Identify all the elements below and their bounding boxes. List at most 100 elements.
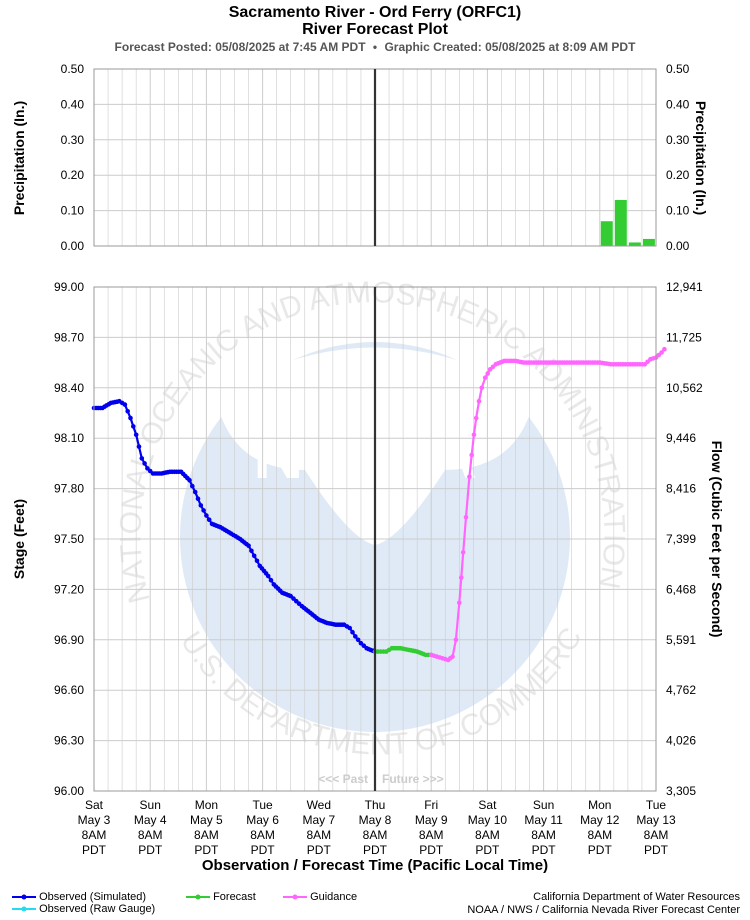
x-tick-date: May 6 [246,813,279,827]
flow-ytick: 11,725 [666,330,702,344]
x-tick-day: Fri [424,798,438,812]
x-tick-date: May 3 [78,813,111,827]
forecast-posted: Forecast Posted: 05/08/2025 at 7:45 AM P… [114,40,366,54]
precip-ytick-right: 0.10 [666,204,690,218]
x-tick-time: 8AM [531,828,556,842]
x-tick-day: Sat [478,798,497,812]
precip-ytick-right: 0.20 [666,168,690,182]
guidance-series-point [479,385,485,391]
stage-ytick: 96.90 [54,633,84,647]
guidance-series-point [485,371,491,376]
precip-ytick-left: 0.20 [61,168,85,182]
posted-info: Forecast Posted: 05/08/2025 at 7:45 AM P… [0,40,750,54]
x-tick-tz: PDT [532,843,557,857]
x-tick-day: Sat [85,798,104,812]
stage-ytick: 98.70 [54,330,84,344]
stage-ytick: 96.00 [54,784,84,798]
x-tick-time: 8AM [138,828,163,842]
noaa-watermark: NOAA NATIONAL OCEANIC AND ATMOSPHERIC AD… [0,0,631,761]
legend-guidance-swatch [283,894,307,900]
x-tick-tz: PDT [307,843,332,857]
observed-series-point [355,637,361,643]
x-tick-date: May 10 [468,813,508,827]
x-tick-day: Thu [365,798,386,812]
legend-observed-simulated-swatch [12,894,36,900]
guidance-series-point [460,550,466,555]
precip-ytick-left: 0.10 [61,204,85,218]
x-tick-tz: PDT [82,843,107,857]
x-tick-tz: PDT [475,843,500,857]
precip-ylabel-left: Precipitation (In.) [11,101,27,215]
x-axis-label: Observation / Forecast Time (Pacific Loc… [202,857,548,874]
precip-ylabel-right: Precipitation (In.) [693,101,709,215]
precip-bar [628,242,641,246]
observed-series-point [353,634,358,639]
watermark-logo-text: NOAA [253,415,483,493]
stage-series [91,346,667,663]
x-tick-time: 8AM [250,828,275,842]
stage-ytick: 97.20 [54,582,84,596]
x-tick-day: Sun [533,798,554,812]
x-tick-time: 8AM [82,828,107,842]
observed-series-point [125,409,130,414]
x-tick-time: 8AM [419,828,444,842]
legend-forecast-swatch [186,894,210,900]
observed-series-point [254,558,260,564]
flow-ytick: 10,562 [666,381,703,395]
observed-series-point [133,432,139,438]
guidance-series-point [450,654,455,659]
axis-labels: 0.00 0.00 0.10 0.10 0.20 0.20 0.30 0.30 0.40 0.40… [54,62,703,857]
x-tick-tz: PDT [644,843,669,857]
x-tick-day: Mon [588,798,611,812]
guidance-series-point [453,637,459,643]
x-tick-time: 8AM [306,828,331,842]
observed-series-point [198,503,204,508]
x-tick-date: May 4 [134,813,167,827]
observed-series-point [249,548,254,554]
stage-ytick: 97.80 [54,482,84,496]
stage-ytick: 98.10 [54,431,84,445]
guidance-series-point [473,415,479,421]
x-tick-tz: PDT [419,843,444,857]
guidance-series-point [659,350,664,355]
x-tick-day: Tue [646,798,667,812]
guidance-series-point [457,600,462,606]
x-tick-date: May 12 [580,813,620,827]
legend-observed-raw-label: Observed (Raw Gauge) [39,903,156,915]
stage-ytick: 97.50 [54,532,84,546]
x-tick-time: 8AM [644,828,669,842]
legend-forecast-label: Forecast [213,891,256,903]
precip-ytick-right: 0.40 [666,97,690,111]
guidance-series-point [662,346,667,352]
stage-ytick: 99.00 [54,280,84,294]
legend-observed-simulated: Observed (Simulated) [12,891,146,903]
x-tick-time: 8AM [194,828,219,842]
flow-ylabel: Flow (Cubic Feet per Second) [709,441,725,638]
observed-series-point [192,489,198,495]
precip-ytick-right: 0.30 [666,133,690,147]
observed-series-point [128,415,133,421]
flow-ytick: 6,468 [666,582,696,596]
x-tick-date: May 9 [415,813,448,827]
past-label: <<< Past [318,772,368,786]
observed-series-point [195,496,201,502]
x-tick-date: May 5 [190,813,223,827]
observed-series-point [142,461,147,466]
observed-series-point [187,477,192,483]
observed-series-point [206,517,212,522]
x-tick-date: May 13 [636,813,676,827]
x-tick-tz: PDT [194,843,219,857]
x-tick-date: May 8 [359,813,392,827]
guidance-series-point [459,575,464,580]
guidance-series-point [463,514,469,520]
graphic-created: Graphic Created: 05/08/2025 at 8:09 AM P… [384,40,636,54]
x-tick-tz: PDT [138,843,163,857]
credit-dwr: California Department of Water Resources [533,891,740,903]
x-tick-time: 8AM [363,828,388,842]
x-tick-time: 8AM [475,828,500,842]
legend-guidance-label: Guidance [310,891,358,903]
flow-ytick: 4,026 [666,734,696,748]
observed-series-point [131,424,136,429]
observed-series-point [122,402,128,407]
guidance-series-point [482,375,488,381]
